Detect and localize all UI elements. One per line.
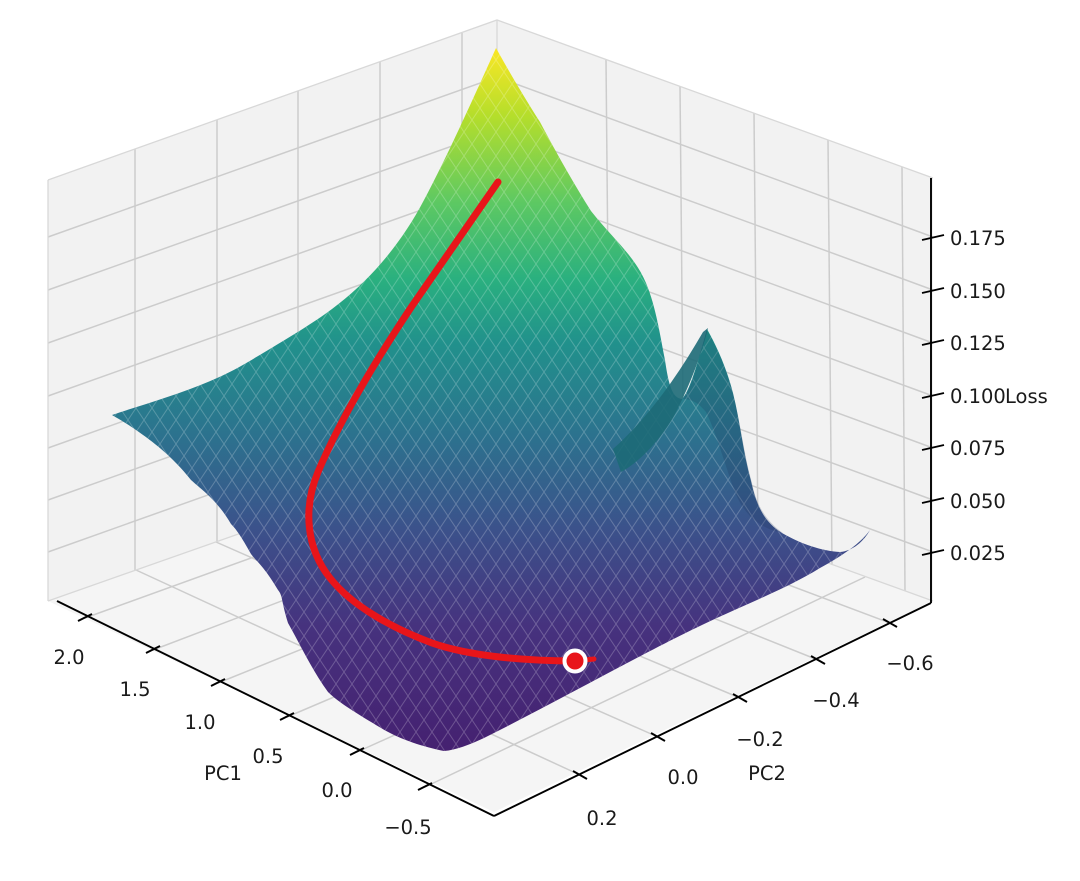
z-tick — [921, 339, 945, 346]
pc2-tick-label: −0.6 — [886, 652, 933, 675]
pc1-axis-spine — [56, 600, 495, 817]
pc2-wall-gridline — [827, 139, 833, 566]
surface-ridge-shadow — [613, 328, 708, 472]
pc1-tick-label: 0.5 — [252, 745, 283, 768]
pc1-tick — [417, 782, 433, 791]
pc2-wall-gridline — [901, 166, 906, 592]
pc1-floor-gridline — [424, 576, 866, 788]
z-tick-label: 0.100 — [950, 385, 1006, 408]
pc1-tick — [349, 747, 365, 756]
pc1-tick — [279, 712, 295, 721]
z-tick — [921, 549, 945, 556]
z-tick — [921, 392, 945, 399]
optimization-trajectory — [305, 178, 597, 674]
z-tick-label: 0.125 — [950, 332, 1006, 355]
z-tick-label: 0.075 — [950, 437, 1006, 460]
z-tick — [921, 234, 945, 241]
loss-surface — [112, 48, 870, 751]
z-tick-label: 0.050 — [950, 490, 1006, 513]
pc1-tick-label: −0.5 — [384, 816, 431, 839]
z-tick — [921, 287, 945, 294]
pc1-tick — [145, 645, 161, 654]
axis-spines — [56, 178, 945, 817]
pc2-tick-label: 0.0 — [667, 766, 698, 789]
trajectory-end-marker — [562, 648, 588, 674]
pc2-tick-label: −0.2 — [736, 728, 783, 751]
pc2-tick-labels: 0.2 0.0 −0.2 −0.4 −0.6 — [586, 652, 933, 830]
pc2-tick — [650, 732, 666, 742]
pc1-tick — [210, 678, 226, 687]
z-tick-label: 0.025 — [950, 542, 1006, 565]
pc2-tick-label: −0.4 — [812, 689, 859, 712]
z-tick — [921, 444, 945, 451]
pc2-tick-label: 0.2 — [586, 807, 617, 830]
pc1-tick-label: 2.0 — [53, 646, 84, 669]
z-axis-label-group: Loss — [1005, 385, 1048, 408]
pc1-tick-label: 1.0 — [184, 711, 215, 734]
pc2-tick — [810, 655, 826, 665]
z-tick-labels: 0.175 0.150 0.125 0.100 0.075 0.050 0.02… — [950, 227, 1006, 565]
trajectory-path — [305, 178, 579, 665]
pc1-axis-label: PC1 — [204, 762, 242, 785]
pc2-axis-spine — [493, 602, 932, 817]
pc2-tick — [732, 693, 748, 703]
z-axis-label: Loss — [1005, 385, 1048, 408]
z-tick — [921, 497, 945, 504]
z-tick-label: 0.175 — [950, 227, 1006, 250]
pc2-axis-label: PC2 — [748, 762, 786, 785]
pc2-tick — [572, 770, 588, 780]
surface-flank-shade — [683, 330, 783, 533]
pc2-wall-gridline — [753, 112, 759, 539]
pc1-tick-label: 1.5 — [119, 678, 150, 701]
pc1-tick-label: 0.0 — [321, 779, 352, 802]
z-tick-label: 0.150 — [950, 280, 1006, 303]
pc2-tick — [882, 618, 898, 628]
pc1-tick-labels: 2.0 1.5 1.0 0.5 0.0 −0.5 — [53, 646, 431, 839]
pane-edge-top — [47, 19, 934, 181]
pc1-tick — [77, 613, 93, 622]
